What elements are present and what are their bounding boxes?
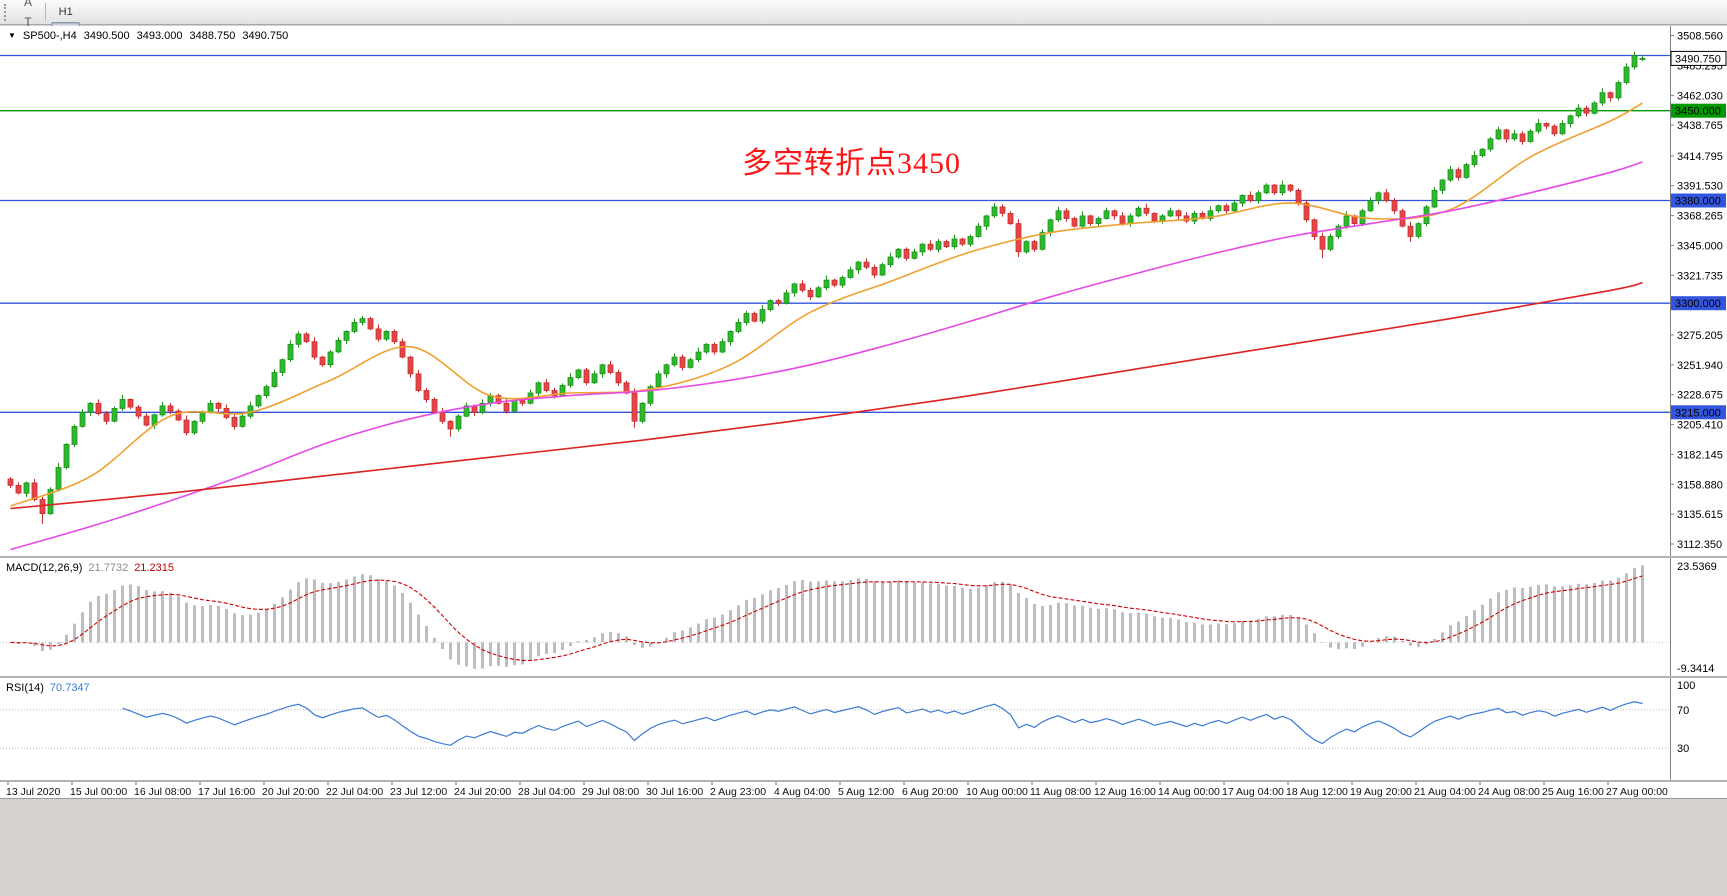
time-tick-label: 24 Aug 08:00: [1478, 786, 1540, 798]
rsi-axis: 100 70 30: [1670, 678, 1695, 780]
rsi-value: 70.7347: [49, 682, 90, 694]
time-tick-label: 21 Aug 04:00: [1414, 786, 1476, 798]
ma-slow-red: [10, 281, 1643, 510]
time-tick-label: 16 Jul 08:00: [134, 786, 191, 798]
rsi-axis-label: 70: [1677, 705, 1689, 717]
price-tick-label: 3251.940: [1677, 360, 1723, 372]
price-tick-label: 3158.880: [1677, 479, 1723, 491]
macd-axis: 23.5369 -9.3414: [1670, 558, 1717, 676]
level-price-badge: 3300.000: [1675, 298, 1721, 310]
time-tick-label: 30 Jul 16:00: [646, 786, 703, 798]
time-tick-label: 20 Jul 20:00: [262, 786, 319, 798]
symbol-period-label: SP500-,H4: [22, 30, 77, 42]
pane-separator-rsi[interactable]: [0, 676, 1727, 678]
time-tick-label: 13 Jul 2020: [6, 786, 60, 798]
macd-axis-min: -9.3414: [1677, 663, 1714, 675]
time-tick-label: 15 Jul 00:00: [70, 786, 127, 798]
toolbar-grip[interactable]: [4, 3, 11, 21]
chart-window: 3508.560 3485.295 3462.030 3438.765 3414.795…: [0, 26, 1727, 896]
price-tick-label: 3345.000: [1677, 240, 1723, 252]
time-tick-label: 5 Aug 12:00: [838, 786, 894, 798]
macd-signal-value: 21.2315: [134, 562, 174, 574]
rsi-indicator-pane[interactable]: 100 70 30: [0, 678, 1727, 780]
price-chart-canvas[interactable]: 3508.5603485.2953462.0303438.7653414.795…: [0, 26, 1727, 556]
candlesticks: [7, 51, 1646, 524]
ma-medium-magenta: [10, 161, 1643, 551]
macd-axis-max: 23.5369: [1677, 561, 1717, 573]
price-tick-label: 3135.615: [1677, 509, 1723, 521]
price-tick-label: 3438.765: [1677, 120, 1723, 132]
time-tick-label: 12 Aug 16:00: [1094, 786, 1156, 798]
price-tick-label: 3205.410: [1677, 420, 1723, 432]
price-tick-label: 3368.265: [1677, 211, 1723, 223]
price-tick-label: 3508.560: [1677, 31, 1723, 43]
price-tick-label: 3275.205: [1677, 330, 1723, 342]
macd-indicator-pane[interactable]: 23.5369 -9.3414: [0, 558, 1727, 676]
price-tick-label: 3414.795: [1677, 151, 1723, 163]
time-axis-labels: 13 Jul 2020 15 Jul 00:00 16 Jul 08:00 17 Ju…: [6, 782, 1668, 798]
price-tick-label: 3462.030: [1677, 90, 1723, 102]
price-tick-label: 3182.145: [1677, 449, 1723, 461]
workspace-background: [0, 798, 1727, 896]
rsi-label: RSI(14) 70.7347: [6, 682, 90, 694]
quote-open: 3490.500: [83, 30, 130, 42]
rsi-name: RSI(14): [6, 682, 44, 694]
time-tick-label: 10 Aug 00:00: [966, 786, 1028, 798]
time-tick-label: 17 Jul 16:00: [198, 786, 255, 798]
time-tick-label: 11 Aug 08:00: [1030, 786, 1091, 798]
main-toolbar: ▦AT⇅ M1M5M15M30H1H4D1W1MN: [0, 0, 1727, 98]
time-tick-label: 17 Aug 04:00: [1222, 786, 1284, 798]
text-label-a-button[interactable]: A: [23, 0, 32, 9]
time-tick-label: 23 Jul 12:00: [390, 786, 447, 798]
one-click-trading-toggle[interactable]: ▼: [8, 31, 16, 40]
macd-label: MACD(12,26,9) 21.7732 21.2315: [6, 562, 174, 574]
time-tick-label: 2 Aug 23:00: [710, 786, 766, 798]
quote-close: 3490.750: [242, 30, 289, 42]
rsi-axis-label: 30: [1677, 743, 1689, 755]
level-price-badge: 3380.000: [1675, 196, 1721, 208]
time-tick-label: 22 Jul 04:00: [326, 786, 383, 798]
price-tick-label: 3112.350: [1677, 539, 1722, 551]
time-tick-label: 6 Aug 20:00: [902, 786, 958, 798]
current-price-badge: 3490.750: [1675, 53, 1721, 65]
symbol-info-bar: ▼ SP500-,H4 3490.500 3493.000 3488.750 3…: [8, 30, 288, 42]
time-tick-label: 25 Aug 16:00: [1542, 786, 1604, 798]
time-tick-label: 24 Jul 20:00: [454, 786, 511, 798]
time-tick-label: 19 Aug 20:00: [1350, 786, 1412, 798]
timeframe-button-h1[interactable]: H1: [58, 6, 73, 18]
time-tick-label: 29 Jul 08:00: [582, 786, 639, 798]
level-price-badge: 3215.000: [1675, 407, 1721, 419]
rsi-line: [122, 701, 1643, 746]
time-tick-label: 27 Aug 00:00: [1606, 786, 1668, 798]
time-axis[interactable]: 13 Jul 2020 15 Jul 00:00 16 Jul 08:00 17 Ju…: [0, 782, 1727, 798]
text-label-t-button[interactable]: T: [24, 15, 32, 29]
price-tick-label: 3321.735: [1677, 270, 1723, 282]
macd-signal-line: [10, 575, 1643, 662]
price-axis[interactable]: 3508.5603485.2953462.0303438.7653414.795…: [1670, 26, 1727, 556]
pane-separator-macd[interactable]: [0, 556, 1727, 558]
quote-low: 3488.750: [189, 30, 236, 42]
level-price-badge: 3450.000: [1675, 106, 1721, 118]
macd-name: MACD(12,26,9): [6, 562, 83, 574]
time-tick-label: 28 Jul 04:00: [518, 786, 575, 798]
price-tick-label: 3391.530: [1677, 181, 1723, 193]
price-tick-label: 3228.675: [1677, 390, 1723, 402]
macd-histogram: [17, 565, 1644, 669]
rsi-axis-label: 100: [1677, 680, 1695, 692]
pane-separator-timescale[interactable]: [0, 780, 1727, 782]
quote-high: 3493.000: [136, 30, 183, 42]
chart-text-annotation[interactable]: 多空转折点3450: [742, 147, 961, 180]
macd-main-value: 21.7732: [88, 562, 129, 574]
time-tick-label: 18 Aug 12:00: [1286, 786, 1348, 798]
toolbar-separator: [45, 3, 46, 21]
time-tick-label: 14 Aug 00:00: [1158, 786, 1220, 798]
time-tick-label: 4 Aug 04:00: [774, 786, 830, 798]
